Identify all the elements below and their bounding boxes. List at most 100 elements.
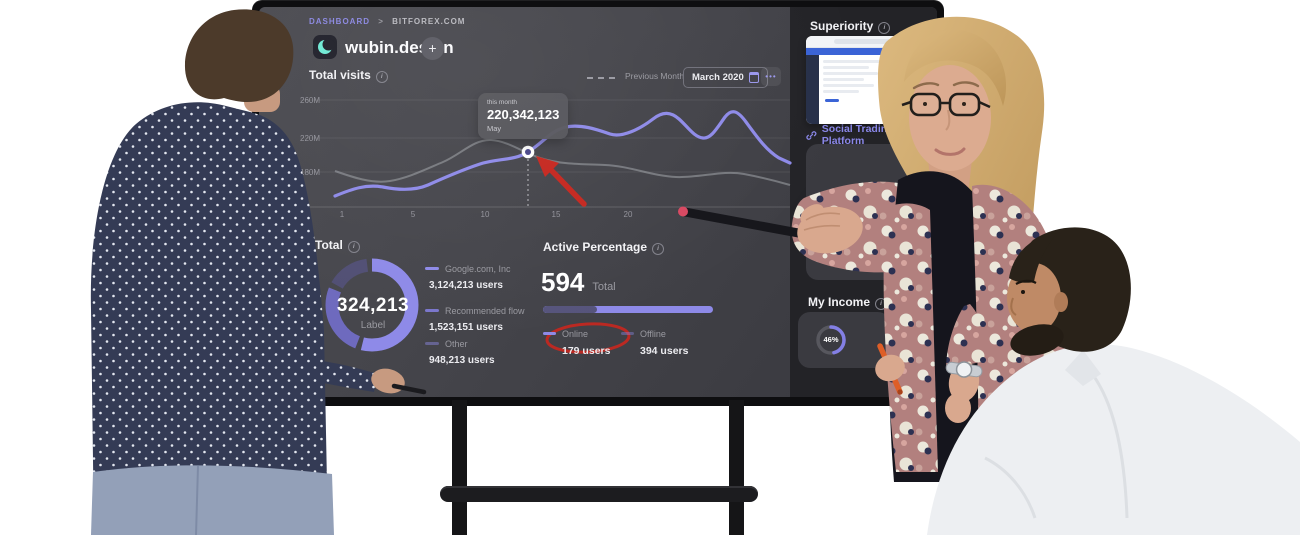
active-bar-online — [543, 306, 598, 313]
mini-table — [819, 55, 893, 124]
nose — [945, 109, 951, 131]
income-card: 46% — [798, 312, 890, 368]
watch — [945, 361, 983, 378]
person-left-hair — [184, 9, 294, 103]
eye — [923, 102, 927, 106]
legend-dash — [425, 267, 439, 270]
eye — [962, 102, 966, 106]
person-left-hand — [371, 368, 405, 394]
donut-center-value: 324,213 — [336, 295, 410, 316]
income-ring-arc — [816, 325, 846, 355]
seated-ear — [1054, 292, 1068, 312]
mini-nav — [806, 48, 936, 55]
donut-center: 324,213 Label — [323, 295, 423, 331]
active-progress-bar — [543, 306, 713, 313]
mini-sidebar — [806, 55, 819, 124]
person-left-pen — [391, 383, 427, 395]
lips — [934, 147, 966, 156]
seated-beard — [1010, 324, 1064, 356]
donut-legend-item: Other 948,213 users — [425, 334, 495, 366]
chart-tooltip: this month 220,342,123 May — [478, 93, 569, 139]
person-left-shirt — [90, 102, 328, 535]
info-icon: i — [652, 243, 665, 255]
this-month-line — [333, 110, 792, 198]
person-seated — [927, 227, 1300, 535]
shirt-folds — [984, 377, 1129, 519]
income-percent: 46% — [823, 335, 839, 344]
active-total-label: Total — [592, 281, 616, 293]
presenter-fist — [875, 354, 905, 382]
link-icon — [806, 130, 817, 140]
seated-eye — [1021, 290, 1025, 294]
x-tick: 20 — [623, 210, 633, 219]
person-left-arm — [310, 360, 378, 392]
seated-nose — [1010, 297, 1017, 316]
donut-legend-item: Recommended flow 1,523,151 users — [425, 301, 525, 333]
seated-hair-front — [1009, 233, 1057, 283]
presenter-forearm-sleeve — [946, 304, 985, 370]
donut-center-label: Label — [360, 320, 386, 331]
x-tick: 15 — [551, 210, 561, 219]
legend-dash — [543, 332, 556, 335]
calendar-icon — [748, 72, 759, 83]
superiority-title: Superiority i — [810, 19, 891, 34]
jeans-seam — [195, 465, 199, 535]
legend-dash — [621, 332, 634, 335]
info-icon: i — [347, 241, 360, 253]
crescent-icon — [318, 38, 335, 54]
presenter-bangs — [904, 30, 1007, 106]
y-tick: 220M — [300, 134, 321, 143]
tooltip-caption: this month — [487, 99, 517, 106]
previous-month-dash — [587, 77, 615, 79]
online-stat: Online 179 users — [543, 324, 610, 357]
shirt-collar — [1065, 350, 1101, 386]
presenter-thumb — [800, 204, 824, 224]
seated-shirt — [927, 344, 1300, 535]
breadcrumb: DASHBOARD > BITFOREX.COM — [309, 17, 465, 26]
orange-pen-tip — [897, 389, 903, 395]
previous-month-label: Previous Month — [625, 71, 685, 81]
stand-leg-left — [452, 400, 467, 535]
active-title: Active Percentage i — [543, 240, 665, 255]
site-logo — [313, 35, 337, 59]
stand-shelf — [440, 486, 758, 502]
legend-dash — [425, 342, 439, 345]
red-annotation-circle — [545, 322, 631, 354]
brows — [912, 81, 980, 90]
breadcrumb-separator: > — [378, 17, 384, 26]
y-tick: 260M — [300, 96, 321, 105]
breadcrumb-section[interactable]: DASHBOARD — [309, 17, 370, 26]
total-visits-title: Total visits i — [309, 68, 388, 83]
pen-tip — [678, 206, 688, 217]
income-ring — [816, 325, 846, 355]
breadcrumb-page[interactable]: BITFOREX.COM — [392, 17, 466, 26]
x-tick: 10 — [480, 210, 490, 219]
add-site-button[interactable]: + — [421, 37, 444, 60]
info-icon: i — [375, 71, 388, 83]
tooltip-period: May — [487, 124, 502, 133]
red-annotation-arrow — [536, 156, 587, 207]
y-tick: 180M — [300, 168, 321, 177]
active-total-value: 594 — [541, 267, 585, 297]
person-left — [90, 9, 427, 535]
x-tick: 1 — [339, 210, 345, 219]
tooltip-value: 220,342,123 — [487, 107, 560, 122]
presenter-jacket-lapel — [883, 203, 938, 472]
chart-menu-button[interactable]: ••• — [761, 67, 781, 86]
date-picker[interactable]: March 2020 — [683, 67, 768, 88]
date-picker-value: March 2020 — [692, 72, 744, 83]
highlight-point[interactable] — [521, 145, 535, 159]
seated-brow — [1015, 279, 1037, 285]
hand-lines — [803, 212, 841, 231]
offline-stat: Offline 394 users — [621, 324, 688, 357]
legend-dash — [425, 309, 439, 312]
active-total: 594 Total — [541, 269, 616, 295]
presenter-hand-lower — [945, 393, 971, 423]
donut-title: Total i — [315, 238, 360, 253]
donut-legend-item: Google.com, Inc 3,124,213 users — [425, 259, 511, 291]
person-left-jeans — [91, 465, 334, 535]
info-icon: i — [878, 22, 891, 34]
donut-chart — [325, 258, 419, 352]
x-tick: 5 — [410, 210, 416, 219]
